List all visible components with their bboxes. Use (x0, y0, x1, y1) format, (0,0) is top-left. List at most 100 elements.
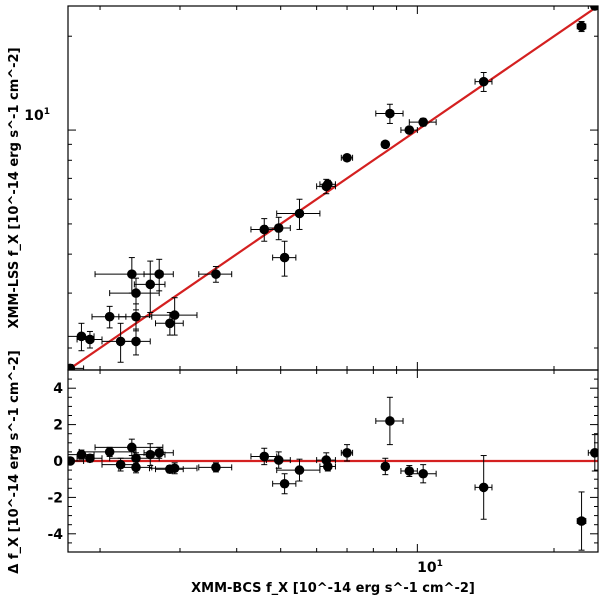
top-marker (104, 311, 115, 322)
top-marker (478, 76, 489, 87)
bottom-point (143, 446, 174, 459)
top-marker (68, 363, 76, 370)
top-marker (169, 310, 180, 320)
top-marker (418, 117, 428, 127)
bottom-panel-frame (67, 369, 599, 553)
top-marker (145, 279, 156, 290)
top-marker (165, 318, 175, 329)
bottom-ytick-label: -2 (47, 490, 63, 506)
top-fit-line (68, 6, 598, 370)
bottom-point (408, 464, 437, 484)
bottom-ytick-label: 0 (53, 454, 63, 470)
top-point (133, 260, 166, 313)
top-point (68, 363, 85, 370)
bottom-point (474, 455, 493, 520)
bottom-point (375, 396, 404, 446)
top-marker (380, 139, 391, 150)
bottom-marker (131, 453, 141, 464)
bottom-point (265, 451, 291, 469)
bottom-ytick-label: 4 (53, 381, 63, 397)
x-axis-label: XMM-BCS f_X [10^-14 erg s^-1 cm^-2] (191, 581, 475, 596)
top-marker (131, 311, 141, 322)
bottom-marker (576, 516, 587, 526)
bottom-panel-plot-area (68, 396, 598, 551)
top-point (276, 198, 321, 230)
bottom-point (380, 457, 391, 476)
bottom-y-axis-label: Δ f_X [10^-14 erg s^-1 cm^-2] (7, 350, 22, 573)
top-point (68, 322, 95, 352)
bottom-marker (279, 478, 290, 489)
bottom-marker (115, 459, 126, 470)
bottom-ytick-label: 2 (53, 418, 63, 434)
top-point (250, 218, 278, 242)
bottom-marker (294, 465, 305, 475)
bottom-point (319, 461, 336, 472)
bottom-point (272, 473, 297, 495)
top-marker (211, 269, 221, 279)
top-point (120, 328, 151, 356)
top-marker (154, 269, 165, 279)
top-point (94, 257, 164, 294)
bottom-marker (385, 416, 395, 426)
bottom-marker (211, 462, 221, 473)
top-marker (127, 269, 137, 279)
bottom-point (587, 434, 598, 472)
bottom-ytick-label: -4 (47, 527, 63, 543)
top-panel-ticks (68, 6, 598, 370)
bottom-marker (418, 468, 428, 479)
bottom-marker (145, 449, 156, 460)
top-panel-plot-area (68, 6, 598, 370)
bottom-marker (127, 442, 137, 453)
bottom-marker (342, 448, 352, 458)
bottom-marker (273, 455, 284, 465)
top-point (148, 297, 198, 336)
bottom-marker (323, 461, 333, 472)
bottom-point (148, 462, 198, 475)
top-marker (131, 288, 141, 298)
top-point (408, 117, 437, 127)
bottom-point (198, 462, 233, 473)
top-marker (323, 179, 333, 190)
top-marker (259, 224, 270, 235)
bottom-marker (478, 482, 489, 493)
bottom-marker (154, 448, 165, 458)
top-marker (85, 334, 95, 345)
bottom-xtick-label-10: 101 (417, 559, 443, 576)
bottom-marker (104, 447, 115, 457)
top-point (118, 303, 153, 332)
top-point (375, 103, 404, 124)
bottom-point (133, 443, 166, 467)
top-point (272, 240, 297, 277)
top-point (576, 20, 587, 33)
top-ytick-label-10: 101 (24, 107, 50, 124)
bottom-point (276, 458, 321, 482)
top-point (198, 266, 233, 283)
top-marker (273, 223, 284, 233)
top-point (400, 125, 418, 135)
top-marker (342, 152, 352, 163)
bottom-marker (131, 462, 141, 473)
top-marker (404, 125, 415, 135)
bottom-point (250, 447, 278, 466)
top-point (265, 216, 291, 241)
bottom-point (76, 453, 103, 464)
top-point (340, 152, 354, 163)
top-marker (576, 21, 587, 32)
top-marker (279, 252, 290, 263)
bottom-point (118, 461, 153, 474)
top-marker (590, 6, 598, 11)
top-point (380, 139, 391, 150)
bottom-marker (590, 448, 598, 458)
bottom-marker (380, 461, 391, 472)
bottom-point (340, 444, 354, 462)
top-point (474, 71, 493, 92)
bottom-point (576, 491, 587, 551)
top-marker (385, 108, 395, 119)
bottom-marker (85, 453, 95, 464)
bottom-marker (68, 456, 76, 466)
top-y-axis-label: XMM-LSS f_X [10^-14 erg s^-1 cm^-2] (7, 47, 22, 328)
bottom-marker (169, 463, 180, 474)
top-point (319, 179, 336, 190)
top-marker (76, 331, 87, 342)
